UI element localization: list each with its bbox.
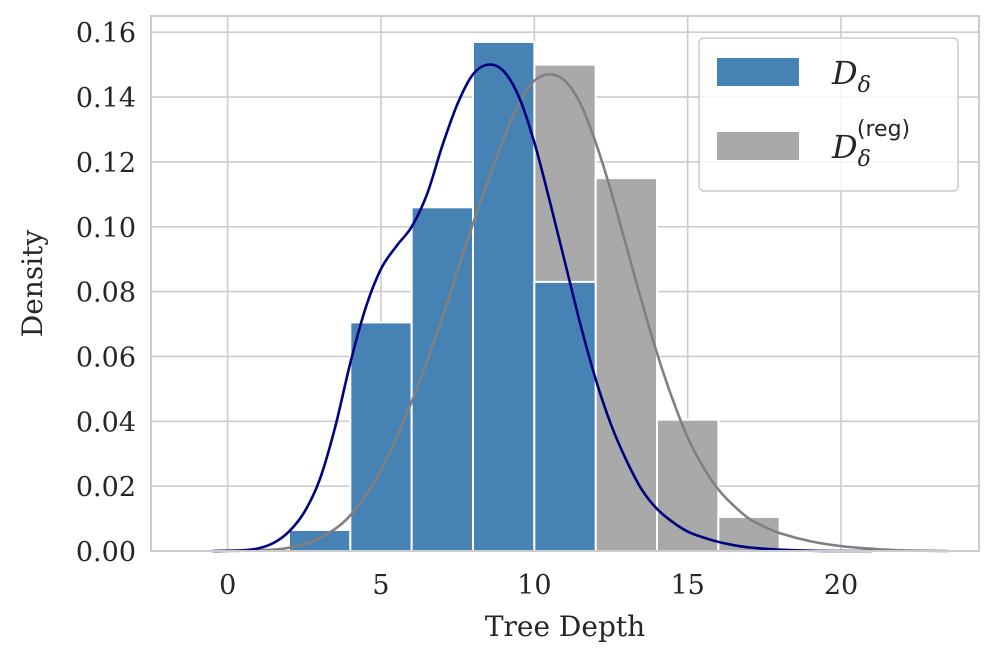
bar-main [288, 528, 352, 553]
bar-reg [656, 418, 720, 552]
bar-main [349, 321, 413, 552]
x-tick-label: 0 [219, 570, 236, 601]
legend-reg-superscript: (reg) [857, 117, 910, 142]
kde-line-reg [212, 73, 949, 553]
x-tick-label: 15 [670, 570, 704, 601]
kde-curves [212, 63, 949, 553]
y-tick-label: 0.02 [76, 472, 136, 503]
legend-swatch-main [717, 58, 799, 86]
y-tick-label: 0.00 [76, 537, 136, 568]
legend: Dδ Dδ (reg) [698, 37, 959, 192]
y-tick-label: 0.12 [76, 148, 136, 179]
x-tick-labels: 0 5 10 15 20 [219, 570, 858, 601]
y-tick-label: 0.06 [76, 342, 136, 373]
bar-main [410, 206, 474, 552]
bar-main [472, 40, 536, 552]
y-tick-label: 0.16 [76, 18, 136, 49]
legend-reg-letter: D [831, 128, 858, 166]
x-tick-label: 20 [824, 570, 858, 601]
bar-reg [594, 177, 659, 552]
x-tick-label: 10 [517, 570, 551, 601]
legend-entry-main: Dδ [831, 54, 871, 98]
bar-main [533, 280, 597, 552]
y-tick-label: 0.10 [76, 213, 136, 244]
y-tick-labels: 0.00 0.02 0.04 0.06 0.08 0.10 0.12 0.14 0.16 [76, 18, 136, 568]
x-axis-label: Tree Depth [485, 610, 645, 643]
y-axis-label: Density [16, 230, 49, 338]
legend-entry-reg: Dδ (reg) [831, 117, 910, 172]
bar-reg [717, 515, 781, 552]
y-tick-label: 0.04 [76, 407, 136, 438]
y-tick-label: 0.14 [76, 83, 136, 114]
legend-swatch-reg [717, 132, 799, 160]
legend-main-letter: D [831, 54, 858, 92]
legend-reg-subscript: δ [858, 147, 871, 172]
x-tick-label: 5 [372, 570, 389, 601]
legend-main-subscript: δ [858, 73, 871, 98]
y-tick-label: 0.08 [76, 278, 136, 309]
plot-frame [150, 15, 980, 552]
kde-line-main [212, 63, 872, 553]
